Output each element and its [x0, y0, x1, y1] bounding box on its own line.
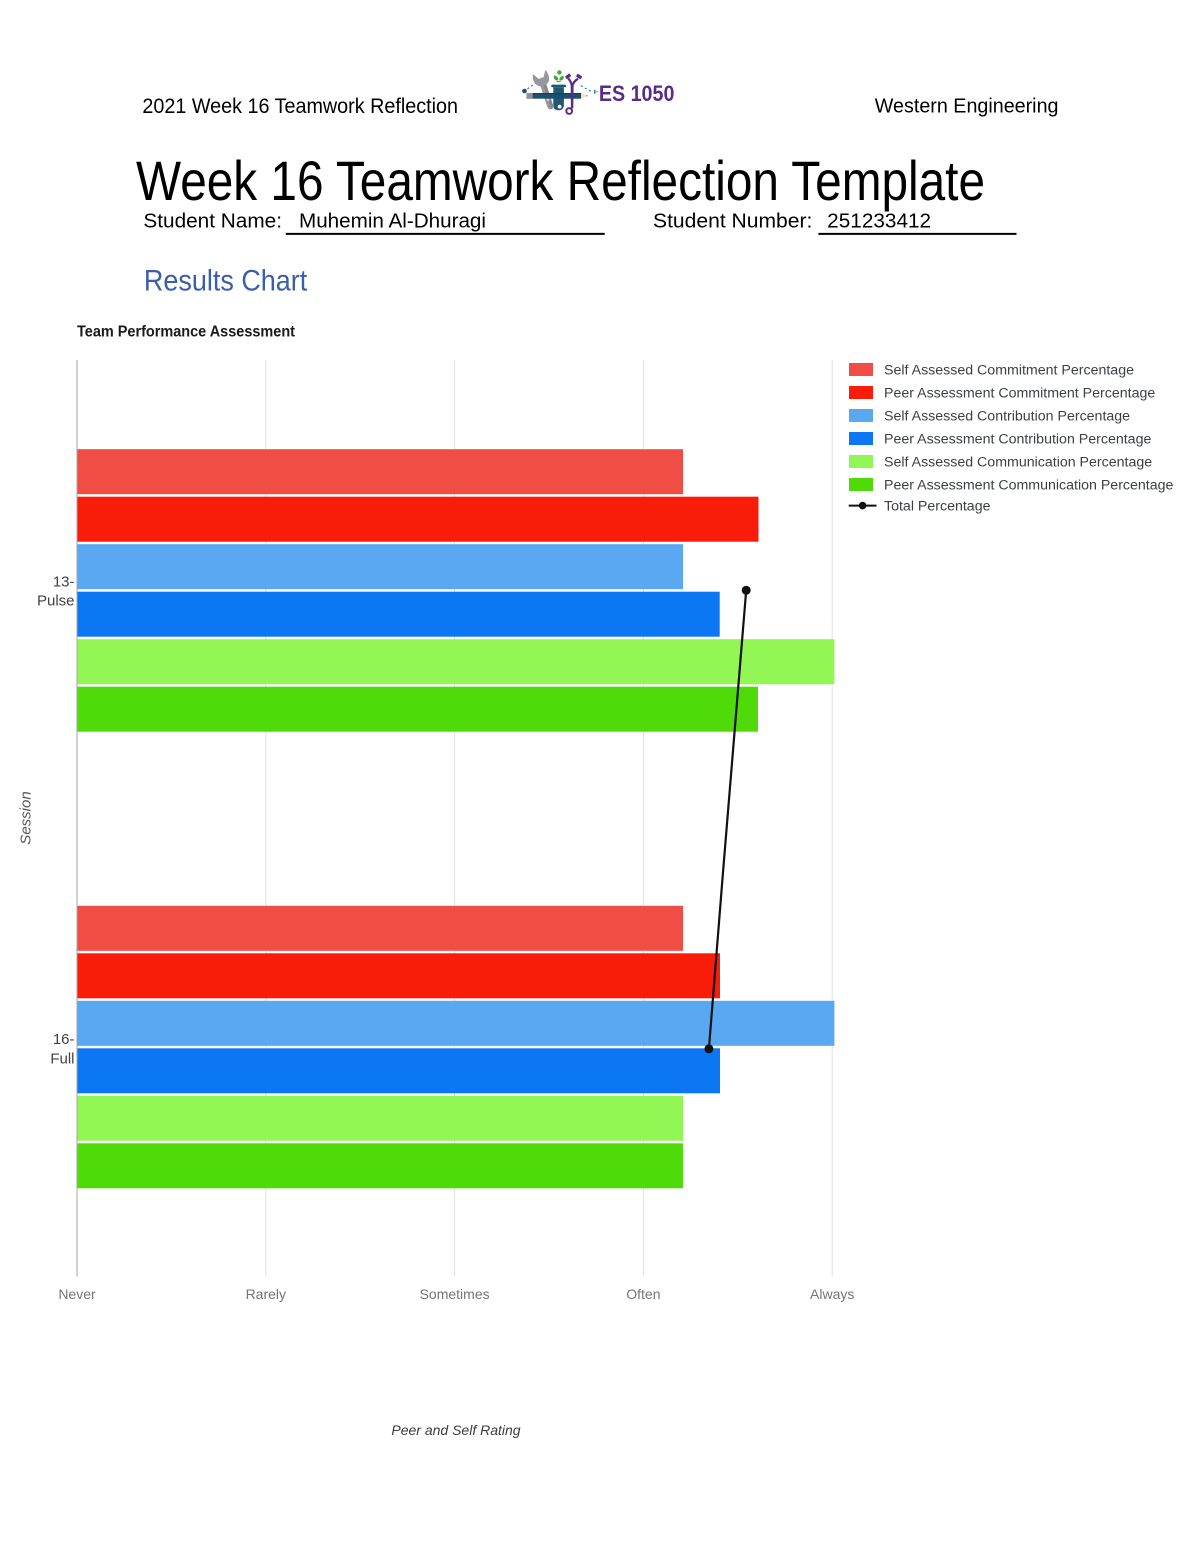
svg-text:Rarely: Rarely	[246, 1286, 286, 1302]
svg-text:Self Assessed Communication Pe: Self Assessed Communication Percentage	[884, 455, 1152, 471]
svg-text:Session: Session	[18, 791, 35, 844]
svg-text:Team Performance Assessment: Team Performance Assessment	[77, 323, 295, 340]
svg-text:Often: Often	[626, 1286, 660, 1302]
svg-text:Total Percentage: Total Percentage	[884, 499, 991, 515]
svg-text:Pulse: Pulse	[37, 593, 75, 610]
svg-text:Peer Assessment Contribution P: Peer Assessment Contribution Percentage	[884, 432, 1151, 448]
svg-text:2021 Week 16 Teamwork Reflecti: 2021 Week 16 Teamwork Reflection	[142, 95, 458, 118]
svg-text:Week 16 Teamwork Reflection Te: Week 16 Teamwork Reflection Template	[136, 149, 985, 212]
svg-text:251233412: 251233412	[827, 211, 931, 233]
svg-text:Western Engineering: Western Engineering	[875, 95, 1059, 118]
svg-text:Always: Always	[810, 1286, 854, 1302]
svg-text:Full: Full	[50, 1050, 74, 1067]
svg-text:Results Chart: Results Chart	[144, 265, 307, 298]
svg-text:16-: 16-	[53, 1031, 75, 1048]
svg-text:ES 1050: ES 1050	[599, 81, 675, 106]
svg-text:Student Name:: Student Name:	[143, 211, 282, 233]
svg-text:Sometimes: Sometimes	[420, 1286, 490, 1302]
svg-text:13-: 13-	[53, 574, 75, 591]
svg-text:Peer Assessment Communication: Peer Assessment Communication Percentage	[884, 478, 1174, 494]
svg-text:Peer Assessment Commitment Per: Peer Assessment Commitment Percentage	[884, 386, 1155, 402]
svg-text:Never: Never	[58, 1286, 96, 1302]
svg-text:Muhemin Al-Dhuragi: Muhemin Al-Dhuragi	[299, 211, 486, 233]
svg-text:Self Assessed Contribution Per: Self Assessed Contribution Percentage	[884, 409, 1130, 425]
svg-text:Student Number:: Student Number:	[653, 211, 812, 233]
svg-text:Peer and Self Rating: Peer and Self Rating	[391, 1423, 521, 1438]
svg-text:Self Assessed Commitment Perce: Self Assessed Commitment Percentage	[884, 363, 1134, 379]
